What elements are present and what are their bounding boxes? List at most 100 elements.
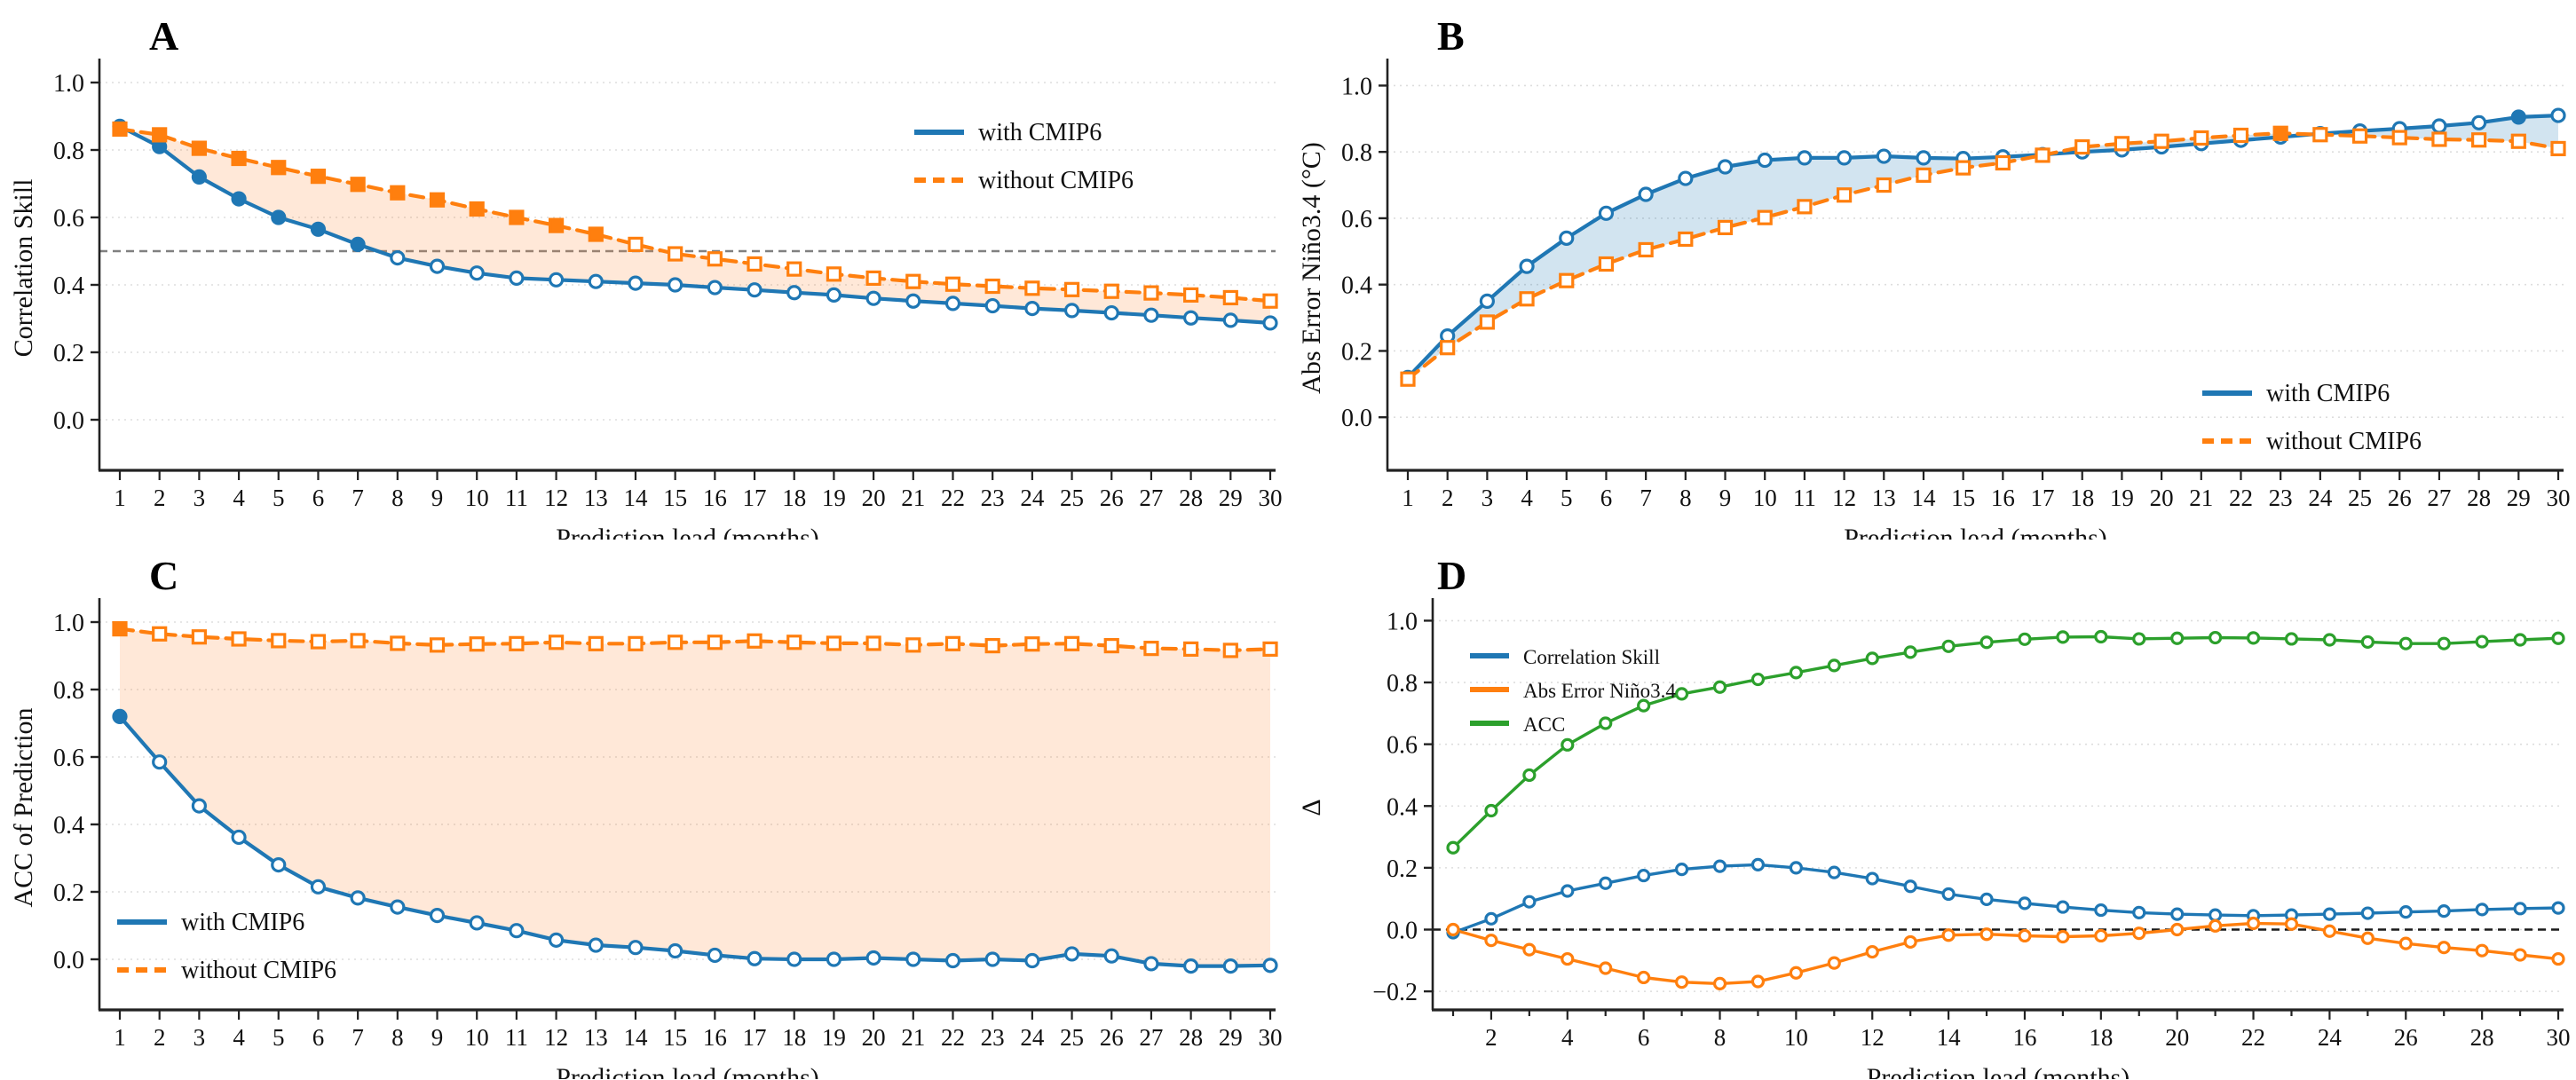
svg-text:26: 26 bbox=[1100, 1024, 1124, 1051]
svg-text:23: 23 bbox=[981, 485, 1005, 511]
svg-text:19: 19 bbox=[2110, 485, 2134, 511]
svg-text:12: 12 bbox=[1861, 1024, 1885, 1051]
svg-text:with CMIP6: with CMIP6 bbox=[2266, 380, 2390, 407]
panel-c-plot: 0.00.20.40.60.81.01 2 3 4 5 6 7 8 9 10 11 12 13 14 15 1… bbox=[9, 598, 1283, 1079]
svg-text:0.0: 0.0 bbox=[1341, 405, 1372, 432]
svg-text:30: 30 bbox=[1259, 485, 1283, 511]
svg-text:8: 8 bbox=[1714, 1024, 1727, 1051]
svg-text:Correlation Skill: Correlation Skill bbox=[1523, 646, 1660, 668]
svg-text:8: 8 bbox=[1679, 485, 1692, 511]
svg-text:14: 14 bbox=[623, 485, 648, 511]
panel-a: A 0.0 0.2 0.4 0.6 0.8 1.0 1 2 3 4 5 6 7 8 9 10 11 12 13 14 1… bbox=[0, 0, 1288, 540]
svg-text:Prediction lead (months): Prediction lead (months) bbox=[1844, 524, 2107, 540]
svg-text:4: 4 bbox=[233, 1024, 245, 1051]
svg-text:29: 29 bbox=[2507, 485, 2531, 511]
panel-a-plot: 0.00.20.40.60.81.01 2 3 4 5 6 7 8 9 10 11 12 13 14 15 1… bbox=[9, 59, 1283, 540]
svg-text:9: 9 bbox=[431, 485, 444, 511]
svg-text:18: 18 bbox=[782, 485, 806, 511]
svg-text:17: 17 bbox=[743, 485, 767, 511]
panel-c: C 0.0 0.2 0.4 0.6 0.8 1.0 1 2 3 4 5 6 7 8 9 10 11 12 13 14 1… bbox=[0, 540, 1288, 1079]
svg-text:21: 21 bbox=[2189, 485, 2213, 511]
svg-text:2: 2 bbox=[154, 485, 166, 511]
svg-text:2: 2 bbox=[154, 1024, 166, 1051]
svg-text:16: 16 bbox=[1991, 485, 2015, 511]
svg-text:1: 1 bbox=[114, 1024, 126, 1051]
svg-text:26: 26 bbox=[2388, 485, 2412, 511]
svg-text:5: 5 bbox=[273, 485, 285, 511]
svg-text:17: 17 bbox=[2031, 485, 2055, 511]
panel-b-plot: 0.00.20.40.60.81.01 2 3 4 5 6 7 8 9 10 11 12 13 14 15 1… bbox=[1297, 59, 2571, 540]
svg-text:Prediction lead (months): Prediction lead (months) bbox=[1867, 1063, 2130, 1079]
svg-text:11: 11 bbox=[505, 485, 528, 511]
svg-text:29: 29 bbox=[1219, 1024, 1243, 1051]
svg-text:21: 21 bbox=[901, 485, 925, 511]
svg-text:1.0: 1.0 bbox=[1387, 608, 1418, 635]
svg-text:18: 18 bbox=[2089, 1024, 2113, 1051]
svg-text:30: 30 bbox=[2547, 1024, 2571, 1051]
svg-text:0.8: 0.8 bbox=[53, 138, 84, 165]
svg-text:4: 4 bbox=[233, 485, 245, 511]
svg-text:0.2: 0.2 bbox=[1341, 338, 1372, 366]
svg-text:ACC of Prediction: ACC of Prediction bbox=[9, 708, 38, 908]
panel-b-label: B bbox=[1437, 13, 1465, 59]
svg-text:0.4: 0.4 bbox=[53, 272, 84, 300]
svg-text:7: 7 bbox=[1640, 485, 1652, 511]
svg-text:6: 6 bbox=[1600, 485, 1613, 511]
svg-text:6: 6 bbox=[312, 1024, 325, 1051]
svg-text:16: 16 bbox=[2012, 1024, 2036, 1051]
svg-text:25: 25 bbox=[2348, 485, 2372, 511]
svg-text:14: 14 bbox=[1911, 485, 1936, 511]
svg-text:0.4: 0.4 bbox=[1341, 272, 1372, 300]
svg-text:28: 28 bbox=[2467, 485, 2491, 511]
svg-text:23: 23 bbox=[981, 1024, 1005, 1051]
svg-text:30: 30 bbox=[1259, 1024, 1283, 1051]
svg-text:7: 7 bbox=[352, 1024, 364, 1051]
svg-text:0.6: 0.6 bbox=[53, 205, 84, 233]
panel-b: B 0.0 0.2 0.4 0.6 0.8 1.0 1 2 3 4 5 6 7 8 9 10 11 12 13 14 1… bbox=[1288, 0, 2576, 540]
svg-text:23: 23 bbox=[2269, 485, 2293, 511]
svg-text:16: 16 bbox=[703, 1024, 727, 1051]
svg-text:with CMIP6: with CMIP6 bbox=[181, 909, 304, 936]
svg-text:12: 12 bbox=[544, 485, 568, 511]
svg-text:14: 14 bbox=[623, 1024, 648, 1051]
svg-text:2: 2 bbox=[1485, 1024, 1497, 1051]
svg-text:0.2: 0.2 bbox=[1387, 855, 1418, 883]
svg-text:1.0: 1.0 bbox=[1341, 73, 1372, 100]
svg-text:26: 26 bbox=[1100, 485, 1124, 511]
svg-text:27: 27 bbox=[1139, 1024, 1163, 1051]
svg-text:15: 15 bbox=[1951, 485, 1975, 511]
svg-text:Correlation Skill: Correlation Skill bbox=[9, 179, 38, 358]
svg-text:0.6: 0.6 bbox=[1387, 732, 1418, 760]
svg-text:2: 2 bbox=[1442, 485, 1454, 511]
svg-text:27: 27 bbox=[2427, 485, 2451, 511]
svg-text:19: 19 bbox=[822, 485, 846, 511]
svg-text:7: 7 bbox=[352, 485, 364, 511]
svg-text:28: 28 bbox=[1179, 1024, 1203, 1051]
svg-text:29: 29 bbox=[1219, 485, 1243, 511]
svg-text:22: 22 bbox=[2241, 1024, 2265, 1051]
panel-d-label: D bbox=[1437, 553, 1467, 598]
svg-text:13: 13 bbox=[1872, 485, 1896, 511]
svg-text:24: 24 bbox=[2308, 485, 2333, 511]
svg-text:0.8: 0.8 bbox=[53, 677, 84, 705]
svg-text:0.0: 0.0 bbox=[53, 407, 84, 435]
svg-text:10: 10 bbox=[465, 1024, 489, 1051]
svg-text:13: 13 bbox=[584, 485, 608, 511]
svg-text:20: 20 bbox=[2165, 1024, 2189, 1051]
svg-text:1: 1 bbox=[114, 485, 126, 511]
svg-text:20: 20 bbox=[862, 1024, 886, 1051]
svg-text:0.0: 0.0 bbox=[53, 947, 84, 974]
svg-text:with CMIP6: with CMIP6 bbox=[978, 119, 1102, 146]
svg-text:16: 16 bbox=[703, 485, 727, 511]
svg-text:12: 12 bbox=[544, 1024, 568, 1051]
svg-text:3: 3 bbox=[194, 1024, 206, 1051]
svg-text:13: 13 bbox=[584, 1024, 608, 1051]
svg-text:0.6: 0.6 bbox=[1341, 206, 1372, 233]
svg-text:1.0: 1.0 bbox=[53, 610, 84, 637]
svg-text:28: 28 bbox=[2470, 1024, 2494, 1051]
svg-text:0.0: 0.0 bbox=[1387, 917, 1418, 944]
panel-c-label: C bbox=[149, 553, 179, 598]
svg-text:10: 10 bbox=[465, 485, 489, 511]
svg-text:14: 14 bbox=[1937, 1024, 1962, 1051]
